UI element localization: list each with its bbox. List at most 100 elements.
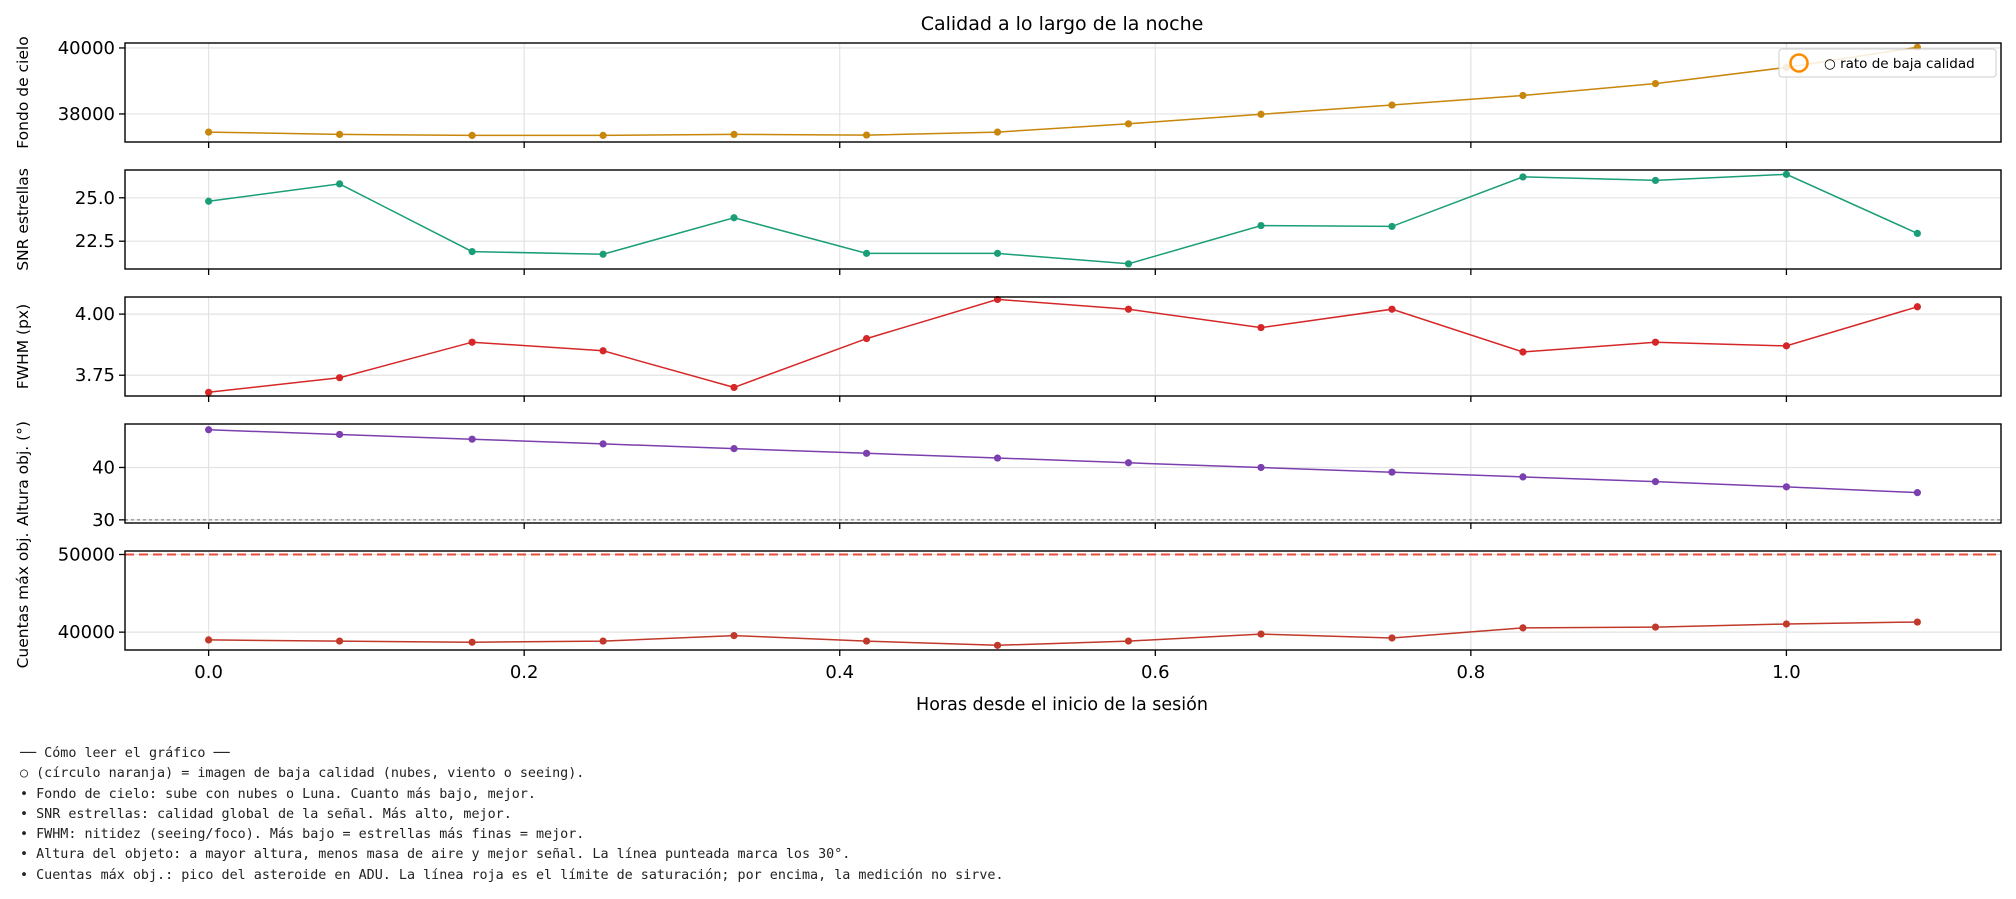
note-line: • SNR estrellas: calidad global de la se… xyxy=(20,806,512,822)
data-point xyxy=(862,249,871,257)
panel-3: 3.75 4.00 FWHM (px) xyxy=(14,295,2002,402)
data-point xyxy=(599,347,607,355)
data-point xyxy=(599,131,607,139)
data-point xyxy=(1257,221,1265,230)
series-line xyxy=(208,173,1918,265)
data-point xyxy=(1257,323,1265,332)
data-point xyxy=(599,250,607,258)
data-point xyxy=(1124,459,1133,467)
chart-panels: 38000 40000 Fondo de cielo 22.5 25.0 SNR estr… xyxy=(14,36,2002,683)
data-point xyxy=(862,449,871,457)
data-point xyxy=(1124,120,1133,128)
data-point xyxy=(1782,170,1791,178)
x-tick-label: 0.4 xyxy=(825,662,854,683)
data-point xyxy=(335,130,344,139)
data-point xyxy=(1124,637,1133,645)
data-point xyxy=(599,637,607,645)
legend-label: ○ rato de baja calidad xyxy=(1824,56,1975,72)
series-line xyxy=(208,298,1918,394)
x-axis-label: Horas desde el inicio de la sesión xyxy=(916,695,1208,715)
note-line: ○ (círculo naranja) = imagen de baja cal… xyxy=(20,766,585,782)
data-point xyxy=(730,130,738,139)
x-tick-label: 1.0 xyxy=(1772,662,1801,683)
data-point xyxy=(468,638,476,646)
data-point xyxy=(993,249,1002,257)
data-point xyxy=(335,430,344,439)
reading-notes: ── Cómo leer el gráfico ── ○ (círculo nar… xyxy=(20,744,1004,886)
note-line: • Cuentas máx obj.: pico del asteroide e… xyxy=(20,867,1004,883)
y-tick-label: 40000 xyxy=(58,38,115,59)
data-point xyxy=(1651,176,1660,185)
data-point xyxy=(205,388,213,396)
x-tick-label: 0.8 xyxy=(1457,662,1486,683)
data-point xyxy=(335,180,344,188)
data-point xyxy=(1519,624,1527,632)
data-point xyxy=(730,383,738,392)
panel-frame xyxy=(124,550,2002,651)
data-point xyxy=(1651,478,1660,486)
data-point xyxy=(730,632,738,640)
series-line xyxy=(208,429,1918,494)
y-tick-label: 40000 xyxy=(58,622,115,643)
data-point xyxy=(205,636,213,644)
data-point xyxy=(468,248,476,256)
data-point xyxy=(1388,101,1396,109)
data-point xyxy=(1782,483,1791,491)
data-point xyxy=(1782,620,1791,628)
note-line: • Fondo de cielo: sube con nubes o Luna.… xyxy=(20,786,536,802)
series-line xyxy=(208,621,1918,647)
data-point xyxy=(1257,630,1265,638)
data-point xyxy=(205,128,213,136)
data-point xyxy=(1257,110,1265,118)
data-point xyxy=(993,128,1002,136)
y-tick-label: 25.0 xyxy=(75,188,115,209)
data-point xyxy=(468,338,476,346)
data-point xyxy=(862,131,871,139)
y-tick-label: 30 xyxy=(92,510,115,531)
data-point xyxy=(730,214,738,222)
data-point xyxy=(1913,229,1921,237)
data-point xyxy=(862,637,871,645)
note-line: • Altura del objeto: a mayor altura, men… xyxy=(20,847,851,863)
data-point xyxy=(1388,222,1396,231)
y-tick-label: 3.75 xyxy=(75,365,115,386)
data-point xyxy=(1651,623,1660,631)
series-line xyxy=(208,46,1918,137)
y-axis-label: SNR estrellas xyxy=(14,168,32,271)
data-point xyxy=(1519,348,1527,356)
panel-5: 40000 50000 Cuentas máx obj. xyxy=(14,533,2002,669)
data-point xyxy=(1913,489,1921,497)
data-point xyxy=(1388,305,1396,313)
data-point xyxy=(1519,91,1527,100)
data-point xyxy=(1913,303,1921,311)
data-point xyxy=(1913,618,1921,626)
y-tick-label: 22.5 xyxy=(75,231,115,252)
data-point xyxy=(730,445,738,453)
data-point xyxy=(468,435,476,443)
y-axis-label: Fondo de cielo xyxy=(14,36,32,148)
data-point xyxy=(1519,473,1527,481)
x-tick-label: 0.6 xyxy=(1141,662,1170,683)
legend: ○ rato de baja calidad xyxy=(1778,48,1997,78)
panel-frame xyxy=(124,423,2002,524)
chart-title: Calidad a lo largo de la noche xyxy=(921,13,1204,35)
y-axis-label: FWHM (px) xyxy=(14,304,32,389)
x-tick-label: 0.2 xyxy=(510,662,539,683)
panel-frame xyxy=(124,296,2002,397)
data-point xyxy=(1519,173,1527,181)
data-point xyxy=(205,426,213,434)
data-point xyxy=(1124,305,1133,313)
data-point xyxy=(599,440,607,448)
data-point xyxy=(205,197,213,205)
y-axis-label: Altura obj. (°) xyxy=(14,421,32,526)
data-point xyxy=(335,637,344,645)
panel-frame xyxy=(124,169,2002,270)
data-point xyxy=(1651,79,1660,88)
note-line: ── Cómo leer el gráfico ── xyxy=(20,746,230,761)
quality-chart: Calidad a lo largo de la noche 38000 4000… xyxy=(14,13,2002,715)
data-point xyxy=(993,454,1002,462)
y-tick-label: 38000 xyxy=(58,104,115,125)
y-tick-label: 4.00 xyxy=(75,304,115,325)
y-axis-label: Cuentas máx obj. xyxy=(14,533,32,669)
panel-4: 30 40 Altura obj. (°) xyxy=(14,421,2002,531)
